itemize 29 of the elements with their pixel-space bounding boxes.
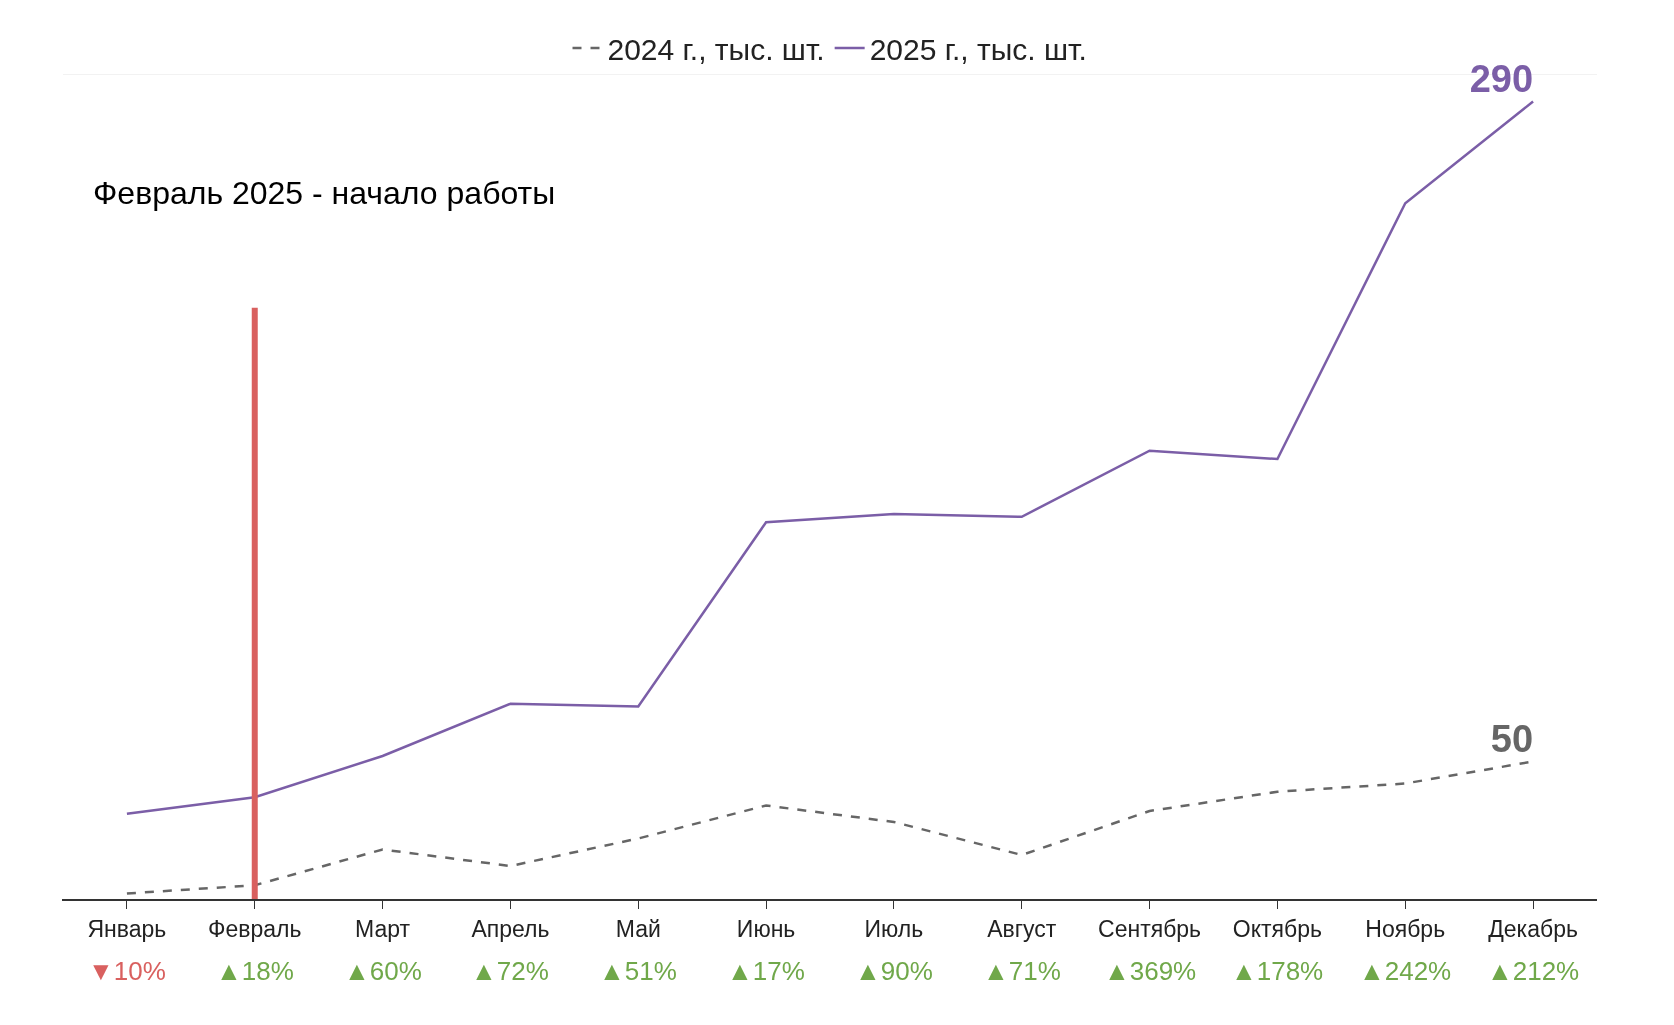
text: ▲72% <box>471 956 549 986</box>
x-tick-label: Октябрь <box>1232 915 1323 942</box>
x-tick-label: Январь <box>87 915 167 942</box>
legend-label: 2024 г., тыс. шт. <box>607 32 825 66</box>
text: ▼10% <box>88 956 166 986</box>
x-tick-label: Ноябрь <box>1365 915 1446 942</box>
data-label: 290 <box>1469 58 1534 100</box>
text: ▲18% <box>216 956 294 986</box>
x-tick-label: Апрель <box>471 915 550 942</box>
annotation: Февраль 2025 - начало работы <box>93 175 556 211</box>
x-tick-label: Декабрь <box>1488 915 1578 942</box>
text: ▲17% <box>727 956 805 986</box>
text: ▲178% <box>1231 956 1324 986</box>
text: ▲71% <box>983 956 1061 986</box>
text: ▲212% <box>1487 956 1580 986</box>
text: ▲90% <box>855 956 933 986</box>
x-tick-label: Сентябрь <box>1098 915 1202 942</box>
legend-label: 2025 г., тыс. шт. <box>869 32 1087 66</box>
text: ▲60% <box>344 956 422 986</box>
text: ▲242% <box>1359 956 1452 986</box>
text: ▲51% <box>599 956 677 986</box>
x-tick-label: Март <box>355 915 411 942</box>
x-tick-label: Май <box>615 915 661 942</box>
text: ▲369% <box>1104 956 1197 986</box>
data-label: 50 <box>1490 718 1534 760</box>
x-tick-label: Август <box>987 915 1057 942</box>
x-tick-label: Июль <box>864 915 924 942</box>
x-tick-label: Июнь <box>736 915 796 942</box>
x-tick-label: Февраль <box>208 915 302 942</box>
